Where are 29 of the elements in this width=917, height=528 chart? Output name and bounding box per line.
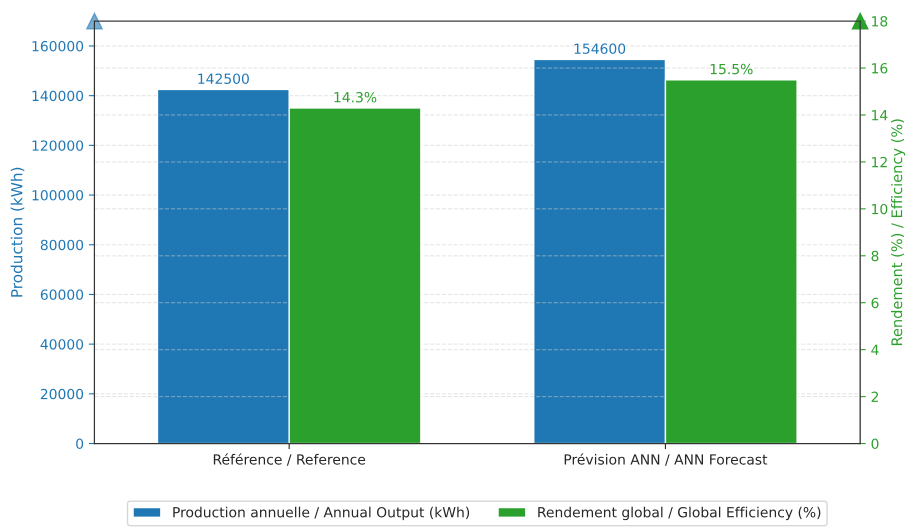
y-tick-label: 80000	[40, 240, 84, 250]
y2-tick-label: 18	[872, 16, 888, 27]
x-tick-label: Prévision ANN / ANN Forecast	[564, 453, 768, 466]
y-tick-label: 120000	[32, 140, 84, 151]
y-tick-label: 20000	[40, 388, 84, 400]
y-tick-label: 140000	[32, 90, 84, 102]
y2-tick-label: 0	[871, 438, 878, 449]
data-label: 15.5%	[710, 64, 753, 74]
x-tick-label: Référence / Reference	[214, 453, 366, 466]
data-label: 14.3%	[334, 92, 376, 102]
y2-axis-title: Rendement (%) / Efficiency (%)	[891, 119, 906, 346]
legend-label: Production annuelle / Annual Output (kWh)	[173, 506, 470, 520]
y-tick-label: 40000	[40, 339, 84, 350]
y-tick-label: 160000	[32, 40, 84, 52]
legend-label: Rendement global / Global Efficiency (%)	[538, 506, 820, 520]
y2-tick-label: 16	[872, 63, 888, 74]
y2-tick-label: 14	[872, 110, 888, 120]
data-label: 154600	[574, 43, 626, 54]
y2-tick-label: 4	[871, 344, 879, 355]
y-tick-label: 0	[76, 438, 84, 449]
y2-tick-label: 2	[872, 392, 878, 402]
y2-tick-label: 6	[872, 298, 879, 308]
y-tick-label: 100000	[32, 190, 84, 201]
data-label: 142500	[198, 73, 249, 84]
y-axis-title: Production (kWh)	[10, 168, 24, 297]
y2-tick-label: 10	[872, 204, 888, 214]
y2-tick-label: 12	[872, 156, 887, 168]
y-tick-label: 60000	[40, 289, 84, 300]
y2-tick-label: 8	[872, 250, 878, 262]
